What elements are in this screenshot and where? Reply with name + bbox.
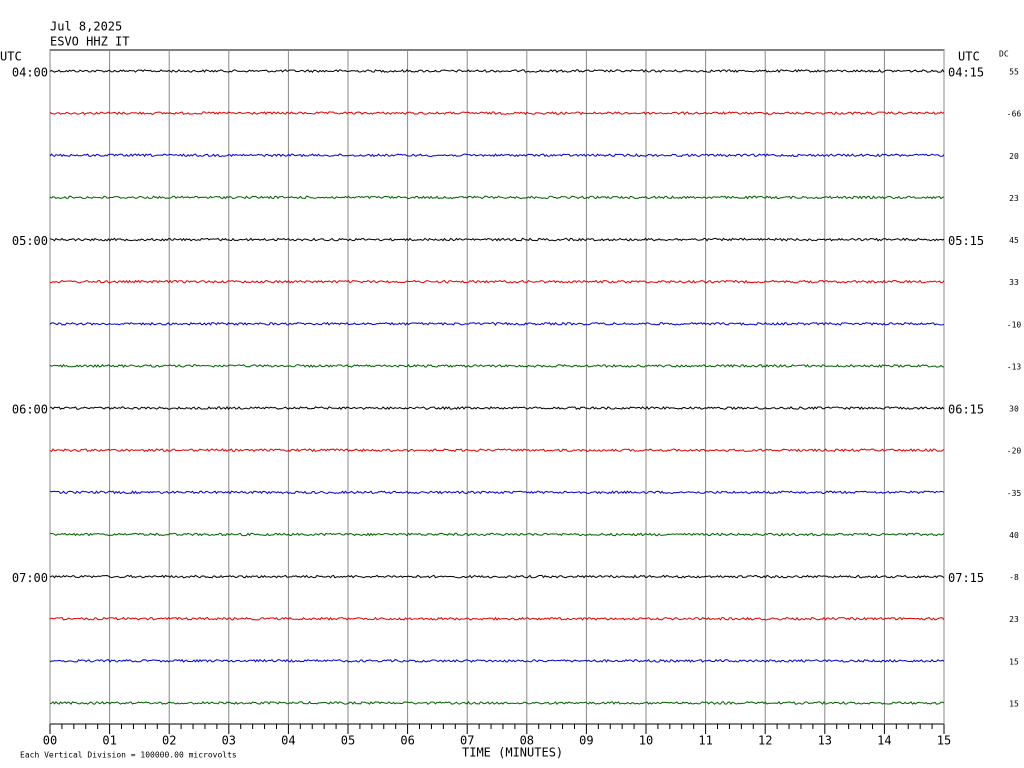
dc-value: 23 bbox=[1009, 194, 1019, 203]
dc-value: -66 bbox=[1007, 110, 1022, 119]
trace bbox=[49, 658, 945, 663]
trace bbox=[49, 448, 945, 453]
x-tick-label: 07 bbox=[460, 734, 474, 748]
x-tick-label: 09 bbox=[579, 734, 593, 748]
trace bbox=[49, 321, 945, 326]
x-tick-label: 15 bbox=[937, 734, 951, 748]
x-tick-label: 01 bbox=[102, 734, 116, 748]
right-time-label: 05:15 bbox=[948, 234, 984, 248]
left-time-label: 06:00 bbox=[12, 403, 48, 417]
dc-value: 23 bbox=[1009, 615, 1019, 624]
right-time-label: 04:15 bbox=[948, 66, 984, 80]
dc-value: 40 bbox=[1009, 531, 1019, 540]
dc-value: 15 bbox=[1009, 700, 1019, 709]
trace bbox=[49, 111, 945, 116]
x-tick-label: 03 bbox=[222, 734, 236, 748]
trace bbox=[49, 490, 945, 495]
trace bbox=[49, 700, 945, 705]
dc-value: -10 bbox=[1007, 320, 1022, 329]
dc-value: 20 bbox=[1009, 152, 1019, 161]
trace bbox=[49, 574, 945, 579]
trace bbox=[49, 195, 945, 200]
trace bbox=[49, 616, 945, 621]
x-tick-label: 00 bbox=[43, 734, 57, 748]
dc-value: 33 bbox=[1009, 278, 1019, 287]
left-axis-title: UTC bbox=[0, 50, 22, 64]
x-axis-title: TIME (MINUTES) bbox=[462, 746, 563, 760]
left-time-label: 05:00 bbox=[12, 234, 48, 248]
dc-value: -13 bbox=[1007, 362, 1022, 371]
trace bbox=[49, 237, 945, 242]
x-tick-label: 04 bbox=[281, 734, 295, 748]
dc-value: -35 bbox=[1007, 489, 1022, 498]
x-tick-label: 11 bbox=[698, 734, 712, 748]
x-tick-label: 06 bbox=[400, 734, 414, 748]
dc-value: -8 bbox=[1009, 573, 1019, 582]
x-tick-label: 05 bbox=[341, 734, 355, 748]
trace bbox=[49, 363, 945, 368]
dc-value: 30 bbox=[1009, 405, 1019, 414]
x-tick-label: 13 bbox=[818, 734, 832, 748]
right-axis-title: UTC bbox=[958, 50, 980, 64]
dc-value: -20 bbox=[1007, 447, 1022, 456]
x-tick-label: 12 bbox=[758, 734, 772, 748]
dc-value: 15 bbox=[1009, 657, 1019, 666]
trace bbox=[49, 68, 945, 73]
left-time-label: 04:00 bbox=[12, 66, 48, 80]
right-time-label: 07:15 bbox=[948, 571, 984, 585]
trace bbox=[49, 153, 945, 158]
dc-value: 45 bbox=[1009, 236, 1019, 245]
x-tick-label: 08 bbox=[520, 734, 534, 748]
date: Jul 8,2025 bbox=[50, 20, 122, 34]
right-time-label: 06:15 bbox=[948, 403, 984, 417]
station: ESVO HHZ IT bbox=[50, 35, 129, 49]
x-tick-label: 14 bbox=[877, 734, 891, 748]
dc-value: 55 bbox=[1009, 68, 1019, 77]
footer: Each Vertical Division = 100000.00 micro… bbox=[20, 751, 237, 760]
x-tick-label: 10 bbox=[639, 734, 653, 748]
x-tick-label: 02 bbox=[162, 734, 176, 748]
dc-title: DC bbox=[999, 50, 1009, 59]
trace bbox=[49, 532, 945, 537]
trace bbox=[49, 406, 945, 411]
left-time-label: 07:00 bbox=[12, 571, 48, 585]
trace bbox=[49, 279, 945, 284]
